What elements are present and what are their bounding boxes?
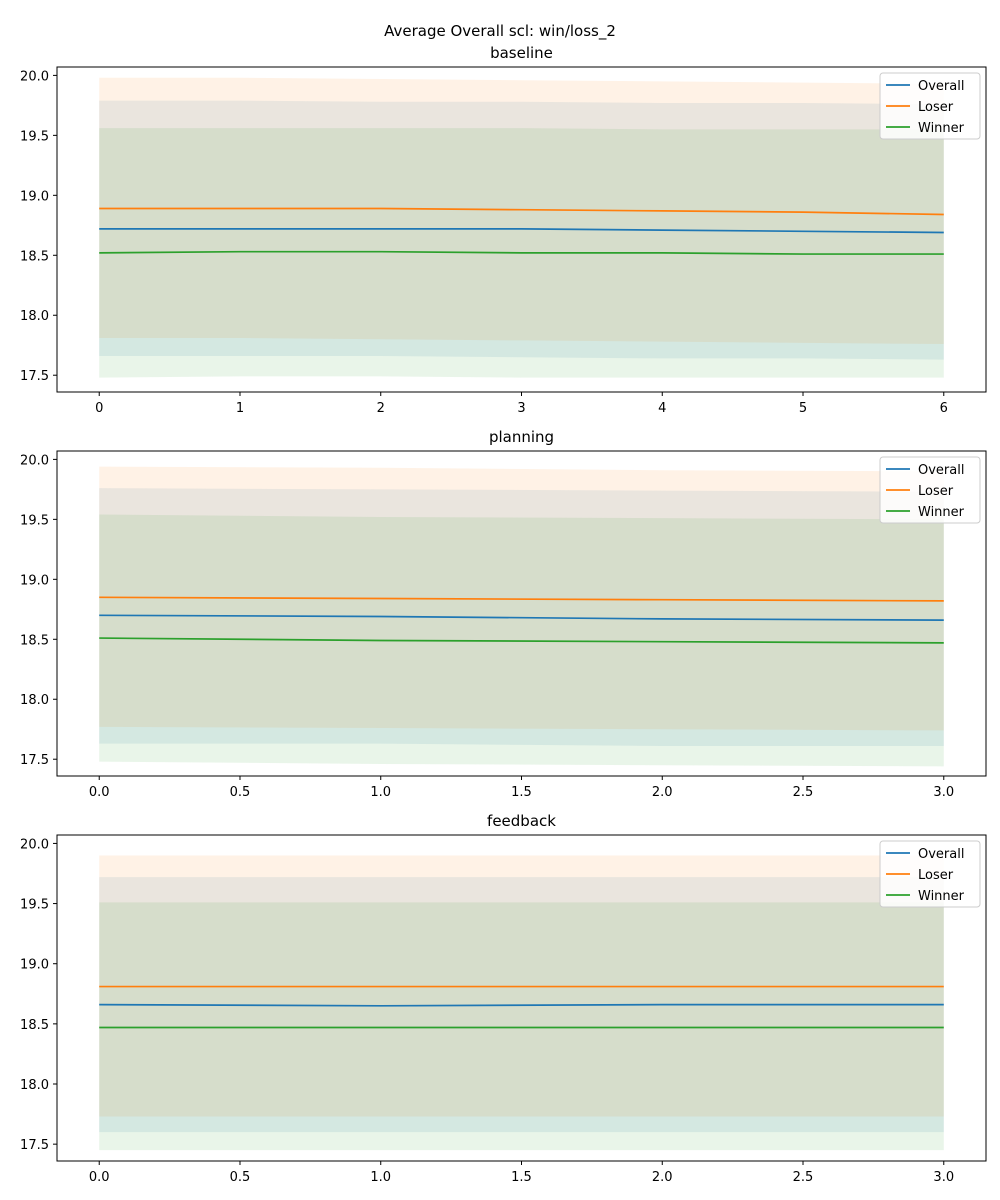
series-line-loser [99, 207, 944, 216]
y-tick-label: 19.0 [20, 573, 49, 588]
x-tick-label: 1.5 [511, 1170, 532, 1185]
y-tick-label: 18.5 [20, 633, 49, 648]
y-tick-label: 17.5 [20, 753, 49, 768]
x-tick-label: 0 [95, 401, 103, 416]
subplot-planning: planning 17.5 18.0 18.5 19.0 19.5 20.0 0.0 0.5 1.… [20, 428, 987, 800]
x-tick-label: 0.5 [230, 1170, 251, 1185]
x-tick-label: 1.0 [370, 1170, 391, 1185]
x-tick-label: 0.0 [89, 1170, 110, 1185]
band-loser [99, 77, 944, 345]
series-line-overall [99, 1003, 944, 1007]
x-tick-label: 2.5 [793, 785, 814, 800]
series-line-overall [99, 614, 944, 621]
x-tick-label: 0.5 [230, 785, 251, 800]
legend-label-loser: Loser [918, 100, 954, 115]
legend-label-winner: Winner [918, 505, 965, 520]
subplots: baseline 17.5 18.0 18.5 19.0 19.5 20.0 0 1 2 3 4 5 6 O… [20, 44, 987, 1185]
x-tick-label: 2.5 [793, 1170, 814, 1185]
y-tick-label: 18.0 [20, 693, 49, 708]
y-tick-label: 18.0 [20, 309, 49, 324]
y-tick-label: 19.0 [20, 189, 49, 204]
legend-label-overall: Overall [918, 79, 964, 94]
x-tick-label: 5 [799, 401, 807, 416]
legend-box [879, 72, 981, 140]
subplot-title: planning [489, 428, 554, 446]
legend-label-overall: Overall [918, 463, 964, 478]
y-tick-label: 19.5 [20, 513, 49, 528]
x-tick-label: 1.5 [511, 785, 532, 800]
x-tick-label: 3.0 [933, 1170, 954, 1185]
band-overall [99, 100, 944, 360]
legend: Overall Loser Winner [879, 840, 981, 908]
legend-label-overall: Overall [918, 847, 964, 862]
y-tick-label: 20.0 [20, 453, 49, 468]
subplot-baseline: baseline 17.5 18.0 18.5 19.0 19.5 20.0 0 1 2 3 4 5 6 O… [20, 44, 987, 416]
series-line-overall [99, 228, 944, 234]
legend: Overall Loser Winner [879, 72, 981, 140]
x-tick-label: 1 [236, 401, 244, 416]
x-tick-label: 1.0 [370, 785, 391, 800]
x-tick-label: 6 [940, 401, 948, 416]
y-tick-label: 20.0 [20, 837, 49, 852]
legend-label-winner: Winner [918, 121, 965, 136]
x-tick-label: 3.0 [933, 785, 954, 800]
figure-suptitle: Average Overall scl: win/loss_2 [384, 22, 616, 41]
y-tick-label: 17.5 [20, 369, 49, 384]
subplot-title: baseline [490, 44, 553, 62]
y-tick-label: 17.5 [20, 1138, 49, 1153]
series-line-winner [99, 250, 944, 255]
x-tick-label: 3 [517, 401, 525, 416]
x-tick-label: 2.0 [652, 1170, 673, 1185]
x-tick-label: 2 [377, 401, 385, 416]
legend-label-winner: Winner [918, 889, 965, 904]
x-tick-label: 0.0 [89, 785, 110, 800]
y-tick-label: 18.0 [20, 1078, 49, 1093]
subplot-feedback: feedback 17.5 18.0 18.5 19.0 19.5 20.0 0.0 0.5 1.… [20, 812, 987, 1185]
y-tick-label: 18.5 [20, 1018, 49, 1033]
series-line-loser [99, 596, 944, 602]
y-tick-label: 19.0 [20, 958, 49, 973]
y-tick-label: 20.0 [20, 69, 49, 84]
x-tick-label: 2.0 [652, 785, 673, 800]
y-tick-label: 19.5 [20, 129, 49, 144]
legend-label-loser: Loser [918, 484, 954, 499]
legend-label-loser: Loser [918, 868, 954, 883]
x-tick-label: 4 [658, 401, 666, 416]
y-tick-label: 18.5 [20, 249, 49, 264]
series-line-winner [99, 637, 944, 644]
legend: Overall Loser Winner [879, 456, 981, 524]
legend-box [879, 840, 981, 908]
y-tick-label: 19.5 [20, 898, 49, 913]
subplot-title: feedback [487, 812, 556, 830]
legend-box [879, 456, 981, 524]
band-winner [99, 902, 944, 1151]
